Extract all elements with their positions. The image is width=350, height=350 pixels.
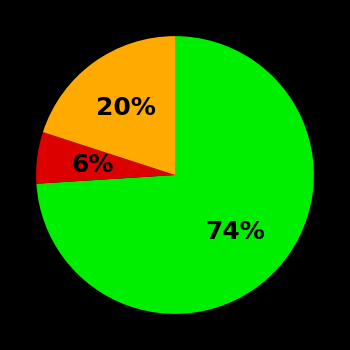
Text: 74%: 74% [206, 220, 266, 244]
Text: 20%: 20% [96, 96, 156, 120]
Wedge shape [36, 36, 314, 314]
Wedge shape [43, 36, 175, 175]
Text: 6%: 6% [71, 153, 113, 176]
Wedge shape [36, 132, 175, 184]
